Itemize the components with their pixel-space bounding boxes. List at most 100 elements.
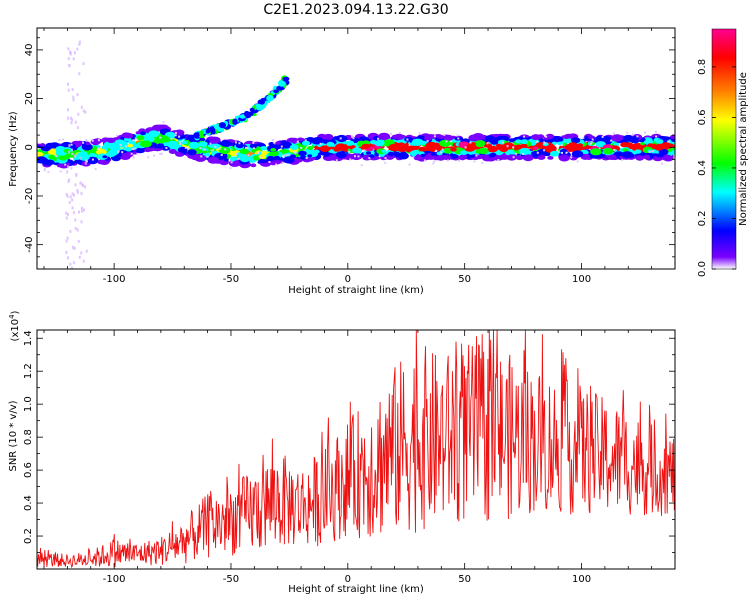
spectrogram-cell [323,133,334,140]
spectrogram-cell [440,151,443,154]
spectrogram-cell [450,154,459,159]
spectrogram-cell [72,261,75,265]
spectrogram-cell [71,192,74,196]
spectrogram-cell [202,150,208,154]
spectrogram-cell [522,154,534,162]
colorbar-ticks: 0.0 0.2 0.4 0.6 0.8 [697,59,736,277]
spectrogram-cell [323,152,330,157]
spectrogram-cell [81,143,93,151]
spectrogram-cell [68,150,71,154]
spectrogram-cell [207,156,220,164]
spectrogram-cell [349,158,352,161]
spectrogram-cell [664,144,670,148]
spectrogram-cell [67,57,70,61]
spectrogram-cell [289,144,299,150]
spectrogram-cell [159,152,162,155]
spectrogram-cell [85,142,91,146]
spectrogram-cell [390,132,392,135]
spectrogram-cell [311,156,317,161]
spectrogram-cell [203,148,206,151]
spectrogram-cell [84,110,87,114]
spectrogram-cell [220,154,223,156]
spectrogram-cell [159,136,162,139]
spectrogram-cell [227,142,233,146]
spectrogram-cell [67,165,69,169]
spectrogram-cell [187,149,197,156]
spectrogram-cell [67,82,69,86]
spectrogram-cell [412,156,415,159]
spectrogram-cell [607,154,617,161]
spectrogram-cell [667,140,670,143]
x-tick-label: -100 [103,274,126,285]
colorbar: 0.0 0.2 0.4 0.6 0.8 Normalized spectral ampl… [697,28,749,277]
spectrogram-cell [165,147,168,149]
spectrogram-cell [571,150,584,158]
y-tick-label: 0.2 [23,528,34,544]
spectrogram-cell [249,107,255,112]
spectrogram-cell [64,163,67,166]
spectrogram-cell [643,154,651,160]
spectrogram-cell [148,130,160,138]
spectrogram-cell [40,145,51,152]
spectrogram-cell [72,95,75,99]
spectrogram-cell [184,146,187,149]
spectrogram-cell [412,149,420,155]
spectrogram-cell [56,163,64,168]
x-tick-label: 100 [572,574,591,585]
spectrogram-cell [101,145,109,150]
snr-multiplier-label: (x104) [8,310,21,341]
spectrogram-cell [125,147,133,152]
spectrogram-cell [198,141,208,147]
spectrogram-cell [97,139,100,142]
spectrogram-cell [360,164,363,167]
spectrogram-cell [588,136,594,139]
spectrogram-cell [135,131,141,135]
spectrogram-cell [249,143,258,149]
spectrogram-cell [266,155,275,162]
spectrogram-cell [490,147,497,153]
spectrogram-cell [506,145,509,148]
spectrogram-cell [78,210,80,214]
spectrogram-cell [515,139,522,144]
spectrogram-cell [130,152,133,155]
spectrogram-cell [116,153,122,158]
spectrogram-cell [71,266,73,269]
spectrogram-cell [314,138,321,142]
spectrogram-cell [273,89,279,94]
spectrogram-cell [613,149,616,151]
spectrogram-cell [535,140,538,143]
spectrogram-cell [561,151,563,154]
spectrogram-cell [634,149,642,154]
spectrogram-cell [247,154,250,157]
spectrogram-cell [209,136,221,144]
spectrogram-cell [293,151,296,154]
spectrogram-cell [288,153,291,156]
spectrogram-cell [43,169,46,172]
spectrogram-cell [66,236,69,240]
spectrogram-cell [70,116,72,120]
spectrogram-cell [631,133,634,136]
spectrogram-cell [531,134,541,141]
spectrogram-cell [252,141,255,144]
spectrogram-cell [387,151,395,157]
spectrogram-cell [270,148,277,152]
spectrogram-cell [503,142,515,150]
spectrogram-heatmap [37,40,675,269]
spectrogram-cell [640,142,646,146]
spectrogram-cell [352,147,362,154]
spectrogram-cell [514,152,517,155]
spectrogram-cell [300,147,303,149]
spectrogram-cell [655,139,664,144]
spectrogram-cell [80,206,83,210]
spectrogram-cell [77,112,80,116]
spectrogram-cell [470,154,476,158]
spectrogram-cell [624,142,634,148]
spectrogram-cell [147,156,150,159]
spectrogram-cell [93,138,103,144]
spectrogram-cell [58,155,66,161]
spectrogram-cell [150,147,156,151]
spectrogram-cell [257,151,260,154]
spectrogram-cell [81,209,84,213]
spectrogram-cell [67,108,69,112]
spectrogram-cell [71,118,74,122]
